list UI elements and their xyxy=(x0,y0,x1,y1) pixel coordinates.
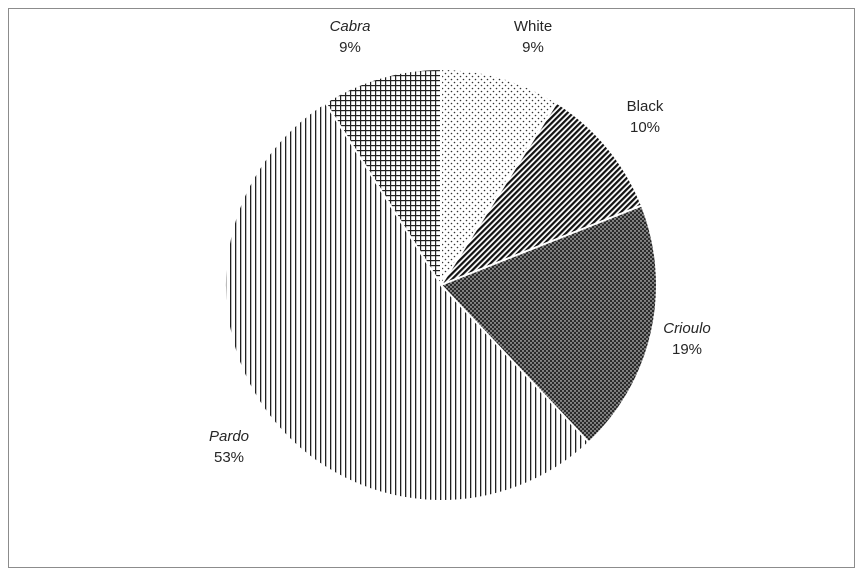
slice-category-label: Crioulo xyxy=(663,320,711,337)
slice-percent-label: 9% xyxy=(522,39,544,56)
pie-chart: White 9% Black 10% Crioulo 19% Pardo 53% Cabra 9% xyxy=(209,18,711,502)
slice-category-label: White xyxy=(514,18,552,35)
slice-percent-label: 10% xyxy=(630,119,660,136)
slice-percent-label: 19% xyxy=(672,341,702,358)
slice-category-label: Pardo xyxy=(209,428,249,445)
pie-slice-crioulo xyxy=(439,204,658,444)
slice-percent-label: 9% xyxy=(339,39,361,56)
pie-slice-white xyxy=(440,67,559,289)
pie-slice-pardo xyxy=(224,101,591,502)
pie-slice-black xyxy=(438,101,644,288)
slice-category-label: Cabra xyxy=(330,18,371,35)
slice-percent-label: 53% xyxy=(214,449,244,466)
pie-slice-cabra xyxy=(323,67,442,289)
slice-category-label: Black xyxy=(627,98,664,115)
